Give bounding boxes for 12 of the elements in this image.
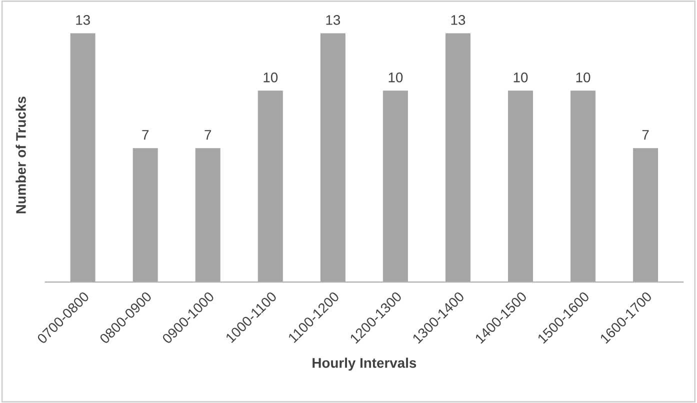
data-label: 10 (576, 72, 590, 82)
data-label: 13 (451, 15, 466, 25)
data-label: 7 (142, 130, 149, 140)
y-axis-title: Number of Trucks (16, 96, 26, 214)
data-label: 10 (388, 72, 403, 82)
data-label: 7 (204, 130, 212, 140)
data-label: 10 (264, 72, 278, 82)
data-label: 7 (642, 130, 649, 140)
data-label: 13 (76, 15, 90, 25)
data-label: 10 (514, 72, 528, 82)
x-axis-title: Hourly Intervals (312, 358, 416, 371)
data-label: 13 (326, 15, 340, 25)
